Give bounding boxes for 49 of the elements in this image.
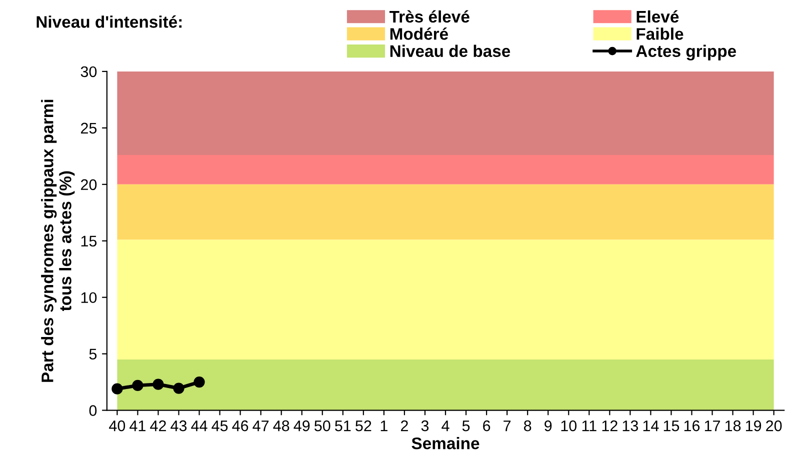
x-tick-label: 7 (504, 420, 511, 432)
y-tick-label: 15 (81, 236, 97, 247)
y-tick-label: 30 (80, 66, 97, 78)
x-tick-label: 52 (356, 420, 372, 432)
legend-label: Modéré (390, 27, 448, 40)
x-tick-label: 3 (421, 420, 429, 432)
y-axis-title: Part des syndromes grippaux parmi tous les actes (%) (41, 100, 75, 382)
x-tick-label: 20 (766, 420, 782, 432)
x-tick-label: 18 (725, 420, 741, 432)
x-tick-label: 44 (191, 420, 208, 432)
x-tick-label: 46 (232, 420, 248, 432)
legend-label: Niveau de base (390, 44, 510, 58)
legend-label: Elevé (636, 10, 679, 23)
x-tick-label: 51 (335, 420, 351, 432)
x-tick-label: 1 (380, 420, 388, 432)
x-tick-label: 13 (622, 420, 638, 432)
x-tick-label: 2 (400, 420, 408, 432)
x-tick-label: 45 (212, 420, 228, 432)
x-tick-label: 15 (664, 420, 680, 432)
x-tick-label: 42 (150, 420, 166, 432)
x-tick-label: 6 (483, 420, 490, 432)
x-tick-label: 8 (524, 420, 532, 432)
legend-label: Actes grippe (636, 44, 736, 60)
x-tick-label: 14 (643, 420, 659, 432)
y-tick-label: 0 (89, 405, 97, 416)
x-tick-label: 4 (442, 420, 450, 432)
x-tick-label: 47 (252, 420, 269, 432)
legend-label: Très élevé (389, 10, 470, 23)
y-tick-label: 10 (81, 292, 97, 304)
x-tick-label: 19 (746, 420, 762, 432)
x-axis-title: Semaine (412, 437, 480, 450)
x-tick-label: 43 (170, 420, 187, 432)
legend-title: Niveau d'intensité: (36, 15, 182, 28)
y-tick-label: 5 (89, 348, 97, 360)
x-tick-label: 40 (109, 420, 126, 432)
x-tick-label: 12 (602, 420, 618, 432)
x-tick-label: 11 (582, 420, 596, 432)
x-tick-label: 17 (704, 420, 720, 432)
x-tick-label: 49 (294, 420, 310, 432)
x-tick-label: 5 (462, 420, 470, 432)
legend-label: Faible (636, 28, 684, 40)
y-tick-label: 25 (80, 122, 97, 134)
y-tick-label: 20 (80, 179, 97, 190)
x-tick-label: 48 (273, 420, 290, 432)
x-tick-label: 41 (130, 420, 146, 432)
x-tick-label: 50 (314, 420, 330, 432)
x-tick-label: 16 (684, 420, 700, 432)
x-tick-label: 9 (544, 420, 552, 432)
x-tick-label: 10 (561, 420, 577, 432)
